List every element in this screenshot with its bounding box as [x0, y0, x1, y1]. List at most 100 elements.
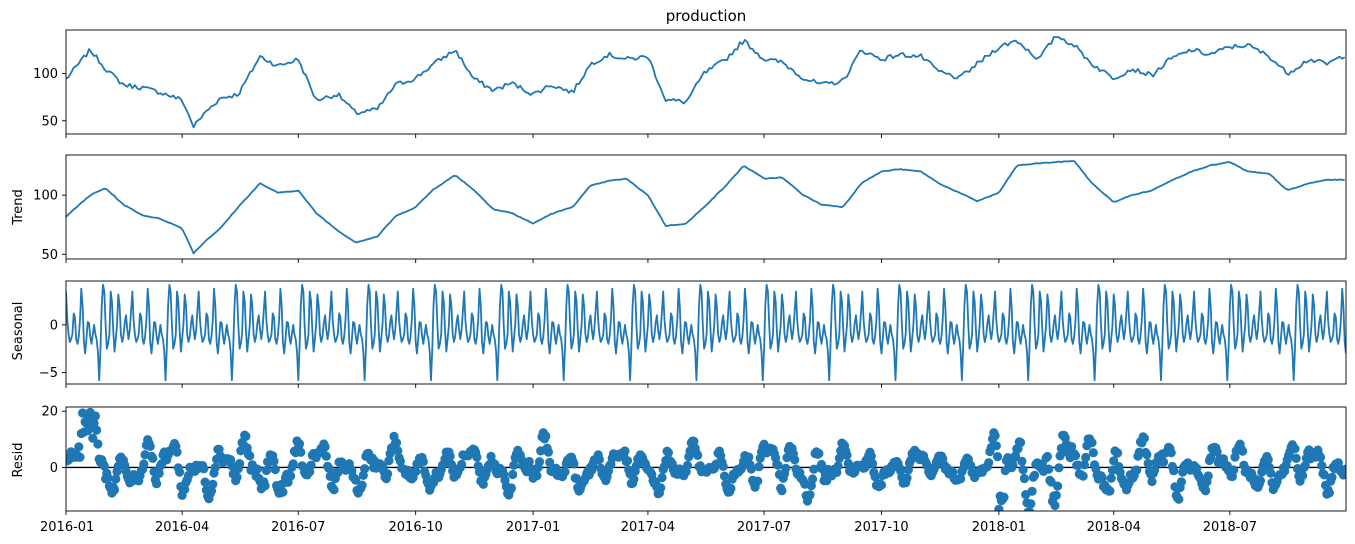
resid-point	[1139, 433, 1149, 443]
resid-point	[1203, 471, 1213, 481]
resid-point	[719, 471, 730, 481]
resid-point	[78, 408, 88, 418]
trend-frame	[65, 154, 1347, 260]
resid-point	[966, 461, 976, 471]
resid-point	[92, 425, 102, 435]
resid-point	[210, 462, 220, 473]
resid-point	[594, 454, 605, 465]
resid-point	[999, 492, 1009, 502]
resid-point	[1298, 470, 1308, 481]
resid-point	[746, 464, 756, 474]
resid-point	[587, 465, 597, 475]
resid-point	[199, 464, 209, 474]
resid-point	[805, 490, 815, 500]
resid-point	[74, 442, 84, 452]
resid-point	[689, 436, 699, 446]
resid-point	[1113, 448, 1123, 458]
observed-ytick-label: 100	[33, 67, 58, 82]
resid-point	[296, 447, 306, 457]
observed-panel: 50 100	[33, 29, 1347, 138]
resid-point	[1017, 456, 1027, 466]
trend-panel: 50 100	[33, 154, 1347, 263]
resid-point	[320, 442, 330, 452]
resid-point	[351, 475, 361, 485]
resid-point	[1174, 494, 1184, 504]
resid-point	[445, 451, 455, 461]
resid-point	[682, 460, 693, 471]
resid-point	[200, 477, 210, 487]
resid-point	[1053, 481, 1063, 491]
resid-point	[360, 464, 370, 474]
resid-point	[1010, 451, 1021, 461]
resid-point	[324, 463, 334, 473]
resid-point	[1229, 465, 1239, 475]
resid-point	[208, 479, 218, 489]
resid-point	[860, 463, 870, 473]
resid-point	[241, 431, 251, 441]
resid-point	[1026, 499, 1036, 509]
resid-point	[152, 479, 162, 489]
resid-point	[1055, 451, 1065, 461]
resid-point	[1105, 486, 1115, 496]
resid-point	[506, 483, 516, 493]
seasonal-series-line	[66, 283, 1346, 382]
resid-point	[139, 459, 149, 469]
resid-point	[1042, 451, 1052, 462]
seasonal-ytick-label: −5	[39, 366, 58, 381]
observed-frame	[65, 29, 1347, 135]
resid-point	[1027, 486, 1037, 496]
resid-ylabel: Resid	[11, 442, 26, 477]
resid-point	[902, 473, 912, 483]
resid-point	[1201, 486, 1211, 496]
resid-point	[1054, 463, 1064, 473]
resid-point	[393, 446, 403, 456]
resid-point	[321, 451, 331, 461]
resid-point	[1081, 452, 1091, 463]
xtick-label: 2017-04	[621, 520, 675, 535]
resid-point	[478, 479, 488, 489]
resid-point	[180, 484, 190, 494]
resid-point	[1291, 453, 1301, 463]
resid-ytick-label: 0	[50, 461, 58, 476]
resid-point	[956, 474, 966, 484]
resid-point	[418, 457, 428, 467]
resid-point	[235, 459, 245, 469]
resid-point	[993, 452, 1003, 462]
resid-point	[75, 452, 85, 462]
resid-point	[232, 472, 242, 482]
resid-point	[866, 451, 876, 461]
resid-point	[663, 448, 674, 458]
resid-point	[294, 439, 305, 449]
resid-point	[1176, 477, 1186, 487]
resid-point	[560, 467, 570, 477]
resid-point	[270, 464, 280, 475]
resid-point	[543, 447, 554, 457]
resid-point	[1044, 464, 1054, 474]
resid-point	[154, 468, 164, 478]
resid-point	[391, 438, 402, 448]
resid-point	[1008, 460, 1018, 470]
resid-point	[1088, 448, 1098, 458]
resid-point	[833, 461, 843, 471]
chart-title: production	[666, 7, 747, 25]
resid-point	[1142, 450, 1152, 460]
resid-point	[870, 472, 880, 482]
resid-point	[148, 453, 158, 463]
resid-point	[781, 463, 791, 473]
xtick-label: 2016-04	[155, 520, 209, 535]
resid-point	[1024, 507, 1035, 511]
resid-point	[1019, 473, 1029, 484]
seasonal-ylabel: Seasonal	[11, 302, 26, 361]
xtick-label: 2016-07	[271, 520, 325, 535]
resid-point	[656, 483, 666, 493]
resid-point	[754, 462, 764, 472]
resid-point	[1016, 437, 1026, 448]
resid-point	[1255, 476, 1266, 486]
resid-point	[620, 446, 630, 456]
resid-point	[657, 473, 667, 483]
resid-point	[777, 486, 787, 496]
resid-point	[1067, 442, 1077, 452]
resid-point	[808, 474, 818, 484]
resid-point	[541, 431, 551, 441]
resid-point	[773, 460, 783, 470]
